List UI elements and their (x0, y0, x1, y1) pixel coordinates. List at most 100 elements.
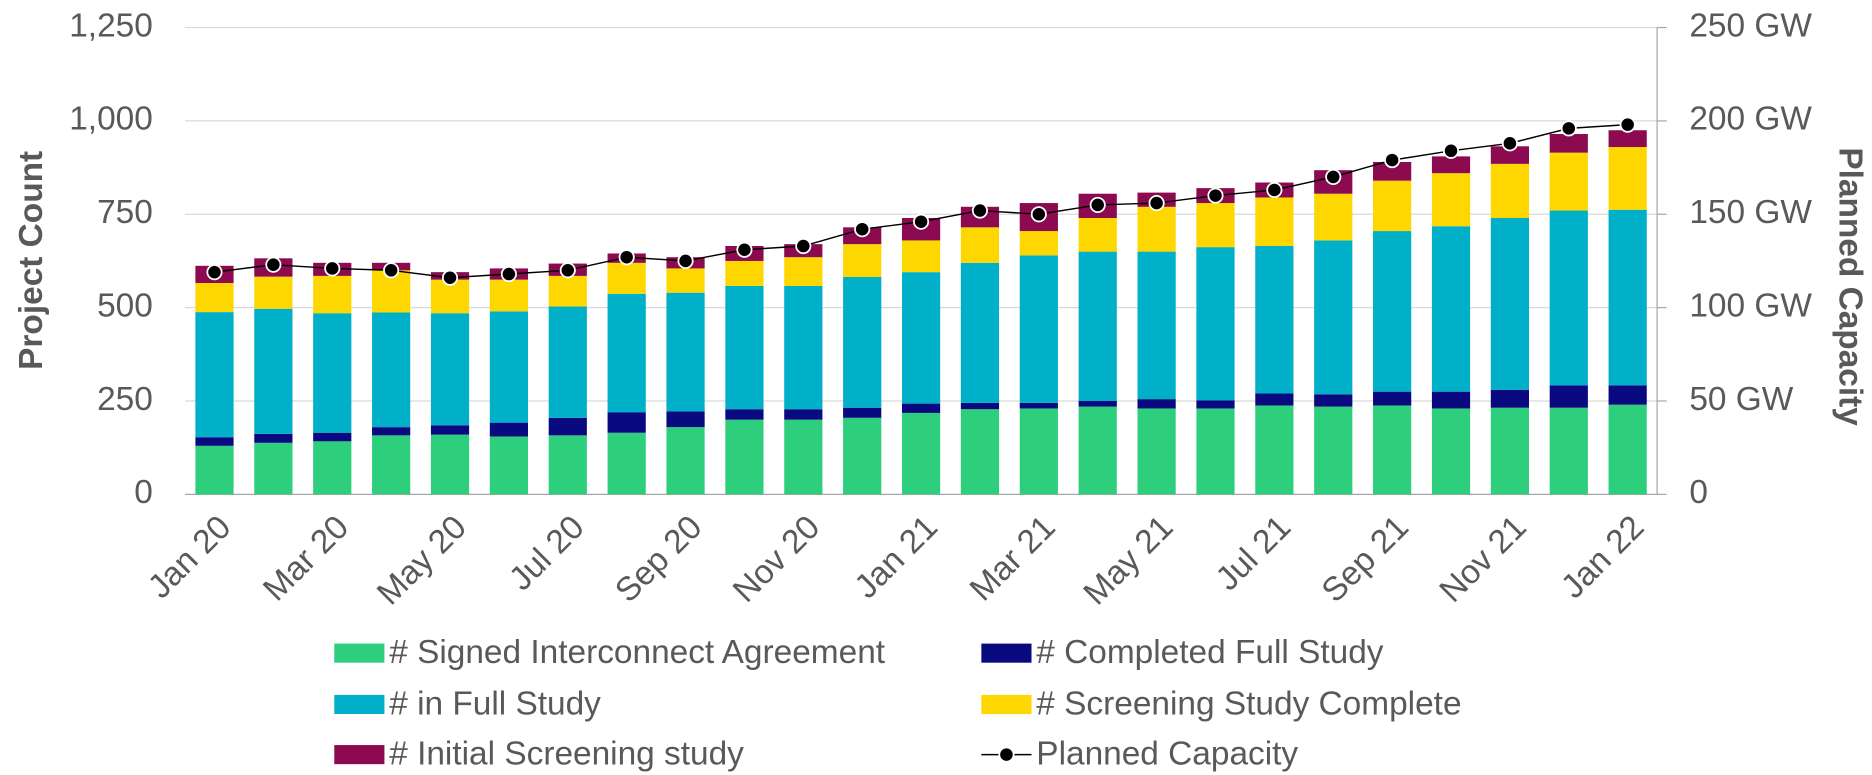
bar-segment (1196, 408, 1235, 495)
bar-segment (1490, 407, 1529, 495)
bar-segment (430, 434, 470, 495)
bar-segment (901, 412, 941, 495)
bar-segment (1255, 393, 1294, 406)
y-tick-label: 500 (97, 287, 153, 324)
bar-segment (1078, 218, 1117, 252)
x-tick-label: Nov 20 (726, 509, 827, 610)
line-point (324, 260, 341, 277)
line-point (1501, 135, 1518, 152)
y2-axis-title: Planned Capacity (1831, 147, 1868, 426)
bar-segment (960, 402, 1000, 410)
line-point (206, 264, 223, 281)
legend-swatch (334, 694, 385, 715)
x-tick-label: Nov 21 (1433, 509, 1534, 610)
x-tick-label: Sep 21 (1315, 509, 1416, 610)
bar-segment (489, 279, 529, 312)
bar-segment (372, 427, 411, 436)
y-tick-label: 1,000 (69, 101, 153, 138)
bar-segment (195, 437, 234, 446)
legend-marker (998, 746, 1015, 763)
line-point (265, 256, 282, 273)
bar-segment (1019, 231, 1058, 256)
line-point (736, 241, 753, 258)
legend-swatch (334, 643, 385, 663)
bar-segment (489, 436, 529, 495)
bar-segment (1490, 389, 1529, 408)
line-point (383, 262, 400, 279)
line-point (1089, 196, 1106, 213)
bar-segment (372, 312, 411, 428)
line-point (854, 221, 871, 238)
bar-segment (843, 244, 882, 278)
bar-segment (1549, 210, 1588, 386)
bar-segment (1549, 407, 1588, 495)
bar-segment (1431, 391, 1471, 409)
bar-segment (784, 285, 823, 410)
line-point (1384, 152, 1401, 169)
line-point (559, 262, 576, 279)
bar-segment (1078, 251, 1117, 401)
bar-segment (195, 312, 234, 438)
bar-segment (1373, 391, 1412, 406)
bar-segment (1608, 404, 1647, 495)
bar-segment (725, 419, 764, 495)
bar-segment (313, 441, 352, 495)
bar-segment (725, 409, 764, 420)
bar-segment (430, 425, 470, 435)
bar-segment (960, 409, 1000, 495)
line-point (500, 265, 517, 283)
bar-segment (1608, 130, 1647, 148)
bar-segment (1608, 147, 1647, 210)
bar-segment (430, 313, 470, 426)
line-point (618, 249, 635, 266)
bar-segment (254, 433, 293, 443)
y2-tick-label: 200 GW (1689, 101, 1812, 138)
bar-segment (548, 306, 587, 418)
bar-segment (1373, 405, 1412, 495)
bar-segment (372, 435, 411, 495)
line-point (1325, 168, 1342, 185)
bar-segment (313, 275, 352, 314)
bar-segment (1373, 231, 1412, 392)
bar-segment (1431, 156, 1471, 174)
y2-tick-label: 50 GW (1689, 381, 1793, 418)
bar-segment (1078, 406, 1117, 495)
bar-segment (843, 407, 882, 418)
bar-segment (1196, 247, 1235, 401)
bar-segment (1255, 405, 1294, 495)
x-tick-label: Jan 22 (1554, 509, 1651, 606)
bar-segment (666, 268, 705, 293)
legend-label: Planned Capacity (1036, 736, 1298, 773)
bar-segment (1137, 408, 1176, 495)
bar-segment (1490, 146, 1529, 164)
legend-label: # Initial Screening study (389, 736, 744, 773)
x-tick-label: Sep 20 (608, 509, 709, 610)
bar-segment (1373, 161, 1412, 181)
bar-segment (1314, 193, 1353, 241)
bar-segment (666, 411, 705, 428)
line-point (913, 213, 930, 230)
bar-segment (195, 445, 234, 495)
bar-segment (1431, 173, 1471, 227)
bar-segment (254, 308, 293, 434)
bar-segment (666, 292, 705, 412)
x-tick-label: May 21 (1077, 509, 1181, 613)
bar-segment (313, 313, 352, 433)
bar-segment (1314, 406, 1353, 495)
bar-segment (548, 435, 587, 495)
y2-tick-label: 150 GW (1689, 194, 1812, 231)
line-point (1207, 187, 1224, 204)
bar-segment (607, 293, 646, 413)
bar-segment (960, 227, 1000, 263)
y-tick-label: 0 (134, 474, 153, 511)
bar-segment (843, 277, 882, 408)
x-tick-label: Jan 20 (141, 509, 238, 606)
y-axis-title: Project Count (13, 151, 50, 370)
bar-segment (195, 282, 234, 313)
bar-segment (1431, 408, 1471, 495)
line-point (1619, 116, 1636, 133)
bar-segment (1019, 402, 1058, 409)
legend-swatch (981, 643, 1032, 663)
x-tick-label: Mar 21 (963, 509, 1063, 609)
